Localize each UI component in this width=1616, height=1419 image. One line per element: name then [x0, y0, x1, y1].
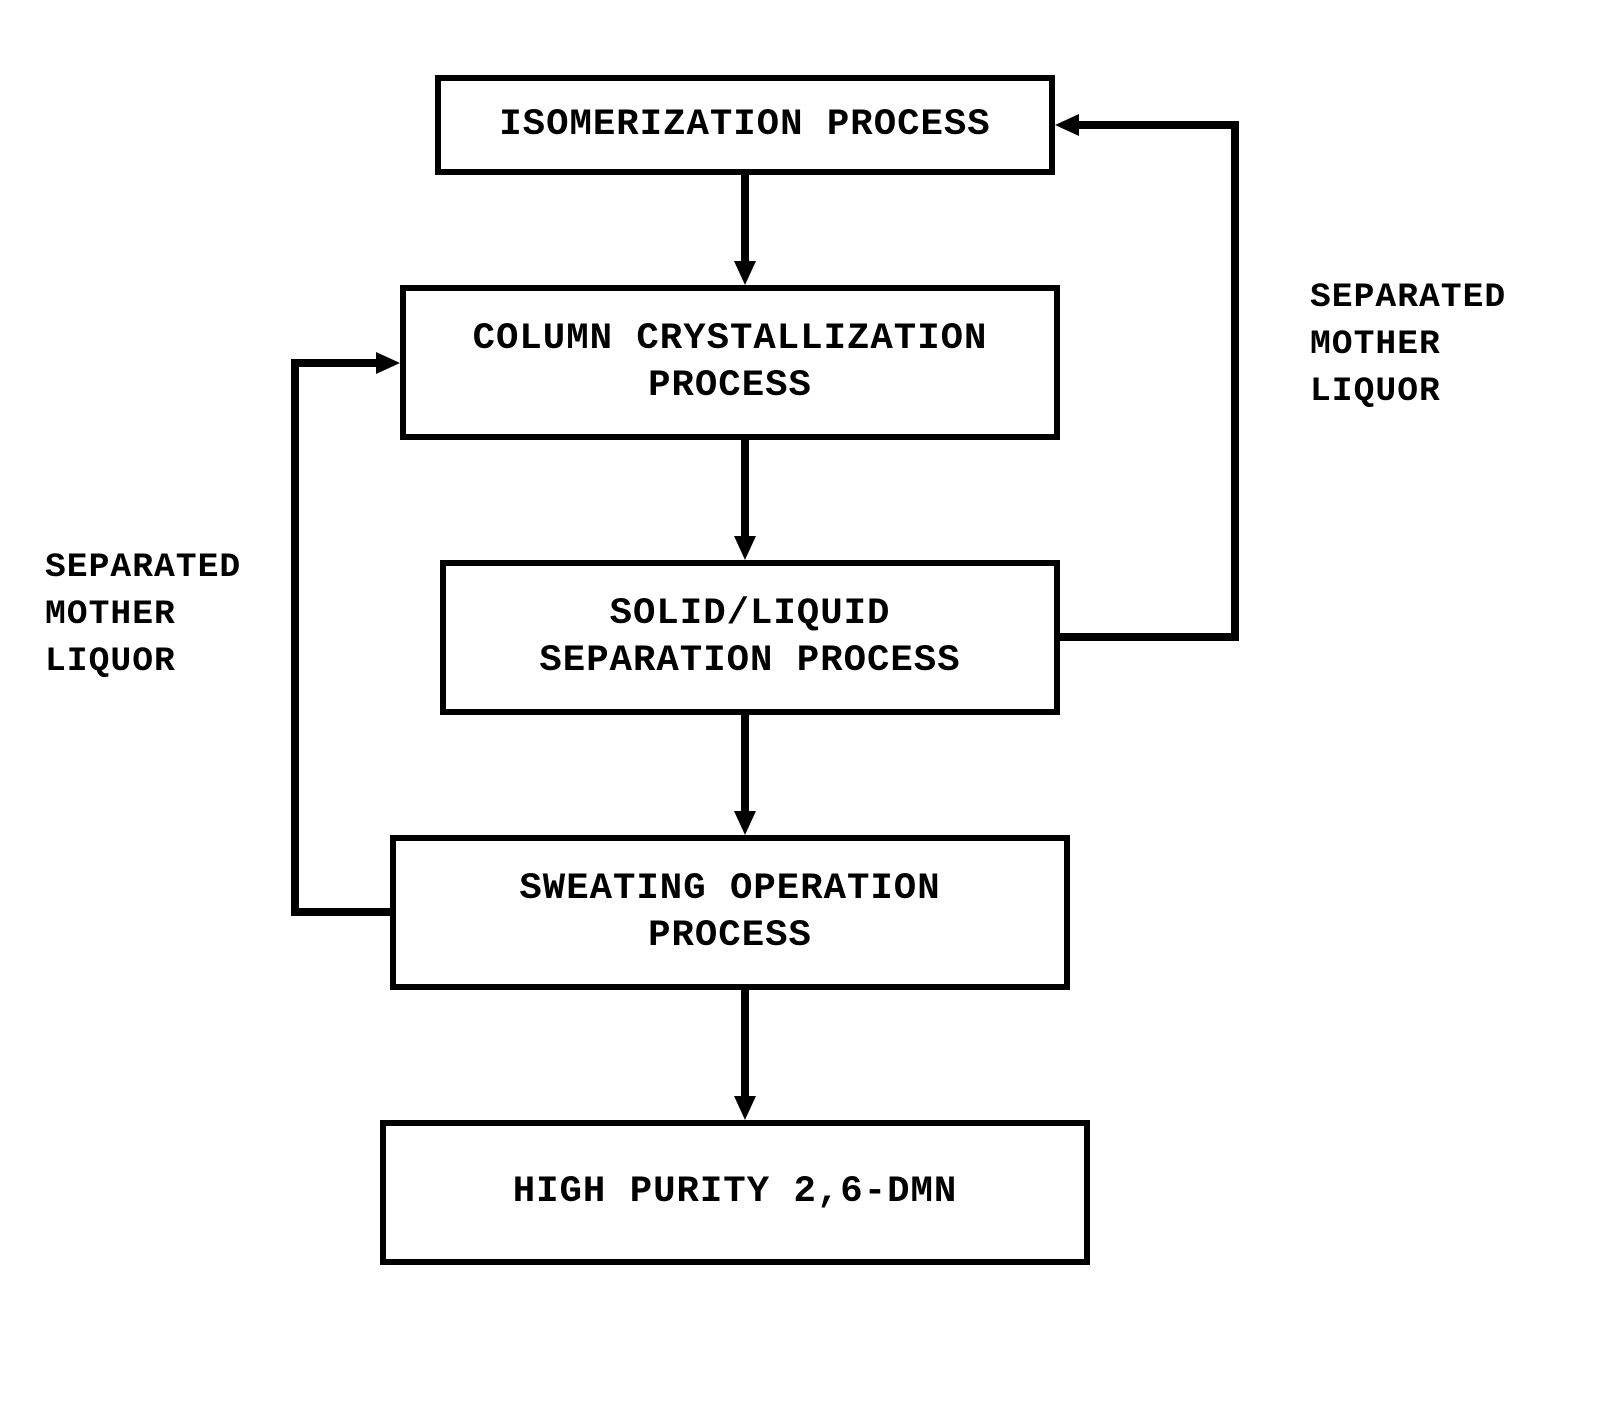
- process-box-column-crystallization: COLUMN CRYSTALLIZATIONPROCESS: [400, 285, 1060, 440]
- flowchart-stage: { "type": "flowchart", "canvas": { "widt…: [0, 0, 1616, 1419]
- box-label: COLUMN CRYSTALLIZATIONPROCESS: [473, 316, 988, 409]
- output-box-high-purity-dmn: HIGH PURITY 2,6-DMN: [380, 1120, 1090, 1265]
- process-box-sweating-operation: SWEATING OPERATIONPROCESS: [390, 835, 1070, 990]
- box-label: HIGH PURITY 2,6-DMN: [513, 1169, 958, 1216]
- process-box-solid-liquid-separation: SOLID/LIQUIDSEPARATION PROCESS: [440, 560, 1060, 715]
- label-separated-mother-liquor-left: SEPARATEDMOTHERLIQUOR: [45, 545, 241, 685]
- box-label: SOLID/LIQUIDSEPARATION PROCESS: [539, 591, 960, 684]
- box-label: ISOMERIZATION PROCESS: [499, 102, 990, 149]
- box-label: SWEATING OPERATIONPROCESS: [519, 866, 940, 959]
- process-box-isomerization: ISOMERIZATION PROCESS: [435, 75, 1055, 175]
- label-separated-mother-liquor-right: SEPARATEDMOTHERLIQUOR: [1310, 275, 1506, 415]
